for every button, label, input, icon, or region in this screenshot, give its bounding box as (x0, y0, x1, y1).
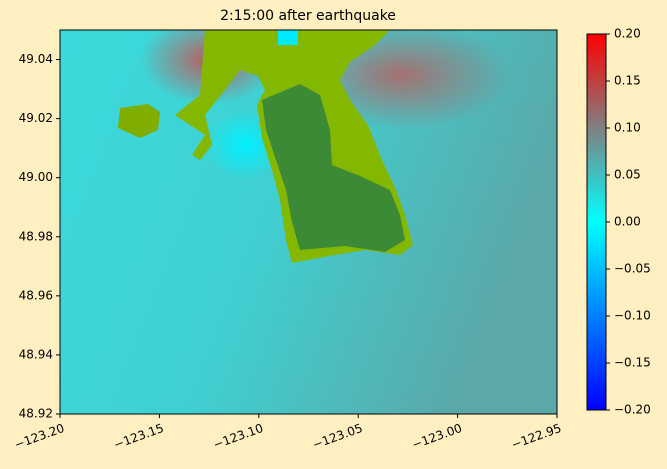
colorbar (586, 33, 607, 411)
colorbar-tick-label: −0.15 (614, 356, 651, 370)
map-image (60, 30, 557, 414)
y-tick-label: 48.96 (19, 288, 53, 302)
x-tick-label: −123.15 (112, 421, 166, 452)
y-tick-label: 48.92 (19, 407, 53, 421)
y-tick-label: 49.04 (19, 52, 53, 66)
y-tick-label: 49.00 (19, 170, 53, 184)
y-tick-label: 49.02 (19, 111, 53, 125)
x-tick-label: −123.00 (410, 421, 464, 452)
chart-title: 2:15:00 after earthquake (220, 8, 396, 24)
x-tick-label: −122.95 (510, 421, 564, 452)
colorbar-tick-label: 0.20 (614, 27, 641, 41)
colorbar-tick-label: 0.05 (614, 168, 641, 182)
x-tick-label: −123.05 (311, 421, 365, 452)
colorbar-tick-label: −0.20 (614, 403, 651, 417)
colorbar-tick-label: −0.10 (614, 309, 651, 323)
x-tick-label: −123.20 (13, 421, 67, 452)
colorbar-tick-label: 0.10 (614, 121, 641, 135)
plot-frame (59, 29, 558, 415)
y-tick-label: 48.94 (19, 347, 53, 361)
colorbar-tick-label: 0.15 (614, 74, 641, 88)
y-tick-label: 48.98 (19, 229, 53, 243)
colorbar-tick-label: −0.05 (614, 262, 651, 276)
colorbar-tick-label: 0.00 (614, 215, 641, 229)
x-tick-label: −123.10 (211, 421, 265, 452)
